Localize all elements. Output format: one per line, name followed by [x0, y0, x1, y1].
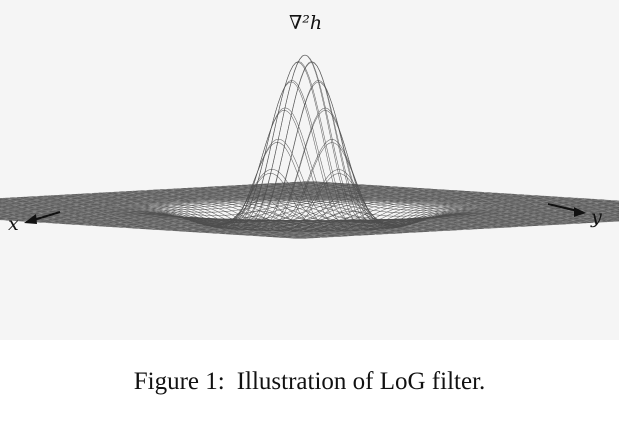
mesh-line — [272, 217, 619, 238]
x-axis-label: x — [8, 213, 19, 235]
mesh-line — [219, 211, 619, 234]
mesh-line — [0, 216, 327, 238]
mesh-line — [0, 215, 334, 237]
mesh-line — [0, 213, 348, 237]
mesh-line — [292, 220, 619, 239]
y-axis-arrow — [547, 203, 586, 217]
mesh-line — [226, 212, 619, 235]
mesh-line — [232, 212, 619, 235]
mesh-line — [0, 212, 362, 236]
mesh-line — [0, 218, 307, 239]
mesh-line — [299, 220, 619, 239]
x-axis-arrow — [24, 211, 61, 224]
mesh-line — [0, 217, 314, 239]
log-surface-plot — [0, 54, 619, 239]
mesh-line — [266, 216, 619, 237]
mesh-line — [0, 214, 341, 237]
z-axis-label: ∇²h — [289, 12, 323, 34]
mesh-line — [239, 213, 619, 236]
figure-caption: Figure 1: Illustration of LoG filter. — [0, 368, 619, 396]
figure-panel: ∇²h x y — [0, 12, 619, 239]
mesh-line — [85, 107, 566, 229]
mesh-line — [0, 219, 300, 239]
mesh-line — [0, 211, 368, 236]
caption-text: Illustration of LoG filter. — [236, 368, 486, 395]
caption-number: Figure 1: — [133, 368, 225, 395]
mesh-line — [246, 214, 619, 236]
mesh-line — [0, 217, 321, 238]
mesh-line — [0, 212, 355, 236]
mesh-line — [252, 215, 619, 236]
mesh-line — [259, 216, 619, 237]
y-axis-label: y — [591, 206, 602, 228]
mesh-line — [279, 218, 619, 238]
surface-mesh — [0, 54, 619, 239]
mesh-line — [0, 210, 375, 235]
mesh-line — [286, 219, 619, 238]
